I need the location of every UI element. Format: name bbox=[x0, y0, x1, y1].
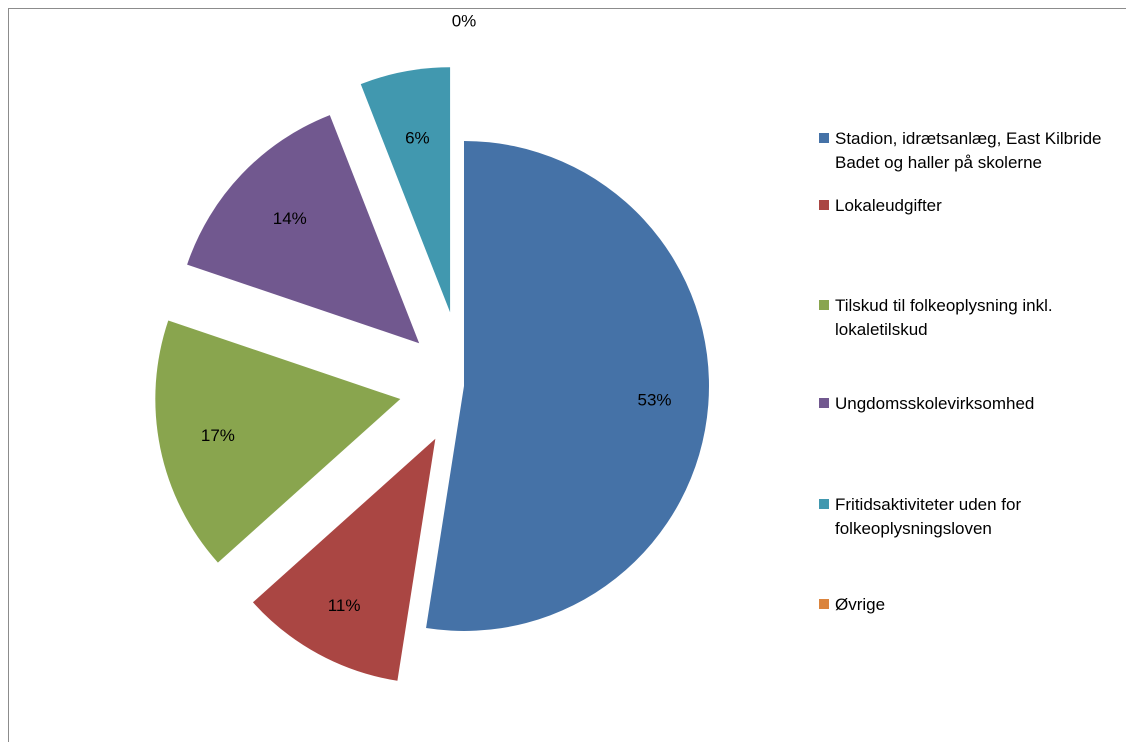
data-label-ungdomsskole: 14% bbox=[273, 209, 307, 228]
legend-label-tilskud: Tilskud til folkeoplysning inkl. lokalet… bbox=[835, 296, 1053, 339]
legend-label-ungdomsskole: Ungdomsskolevirksomhed bbox=[835, 394, 1035, 413]
data-label-ovrige: 0% bbox=[452, 11, 477, 30]
legend-swatch-lokaleudgifter bbox=[819, 200, 829, 210]
legend-label-stadion: Stadion, idrætsanlæg, East Kilbride Bade… bbox=[835, 129, 1102, 172]
pie-chart: 53% 11% 17% 14% 6% 0% bbox=[155, 11, 709, 681]
data-label-tilskud: 17% bbox=[201, 426, 235, 445]
pie-slice-tilskud bbox=[155, 320, 401, 563]
data-label-lokaleudgifter: 11% bbox=[328, 596, 361, 615]
legend-label-fritid: Fritidsaktiviteter uden for folkeoplysni… bbox=[835, 495, 1022, 538]
legend-swatch-ungdomsskole bbox=[819, 398, 829, 408]
legend-swatch-stadion bbox=[819, 133, 829, 143]
pie-slice-stadion bbox=[426, 141, 709, 631]
pie-slice-lokaleudgifter bbox=[252, 438, 436, 681]
legend-swatch-fritid bbox=[819, 499, 829, 509]
legend-swatch-tilskud bbox=[819, 300, 829, 310]
legend-label-lokaleudgifter: Lokaleudgifter bbox=[835, 196, 942, 215]
chart-area: 53% 11% 17% 14% 6% 0% Stadion, idrætsanlæg, E… bbox=[8, 8, 1126, 742]
data-label-fritid: 6% bbox=[405, 128, 430, 147]
pie-slice-fritid bbox=[360, 67, 451, 313]
legend-label-ovrige: Øvrige bbox=[835, 595, 886, 614]
legend-swatch-ovrige bbox=[819, 599, 829, 609]
data-label-stadion: 53% bbox=[638, 390, 672, 409]
pie-slice-ungdomsskole bbox=[187, 115, 420, 344]
